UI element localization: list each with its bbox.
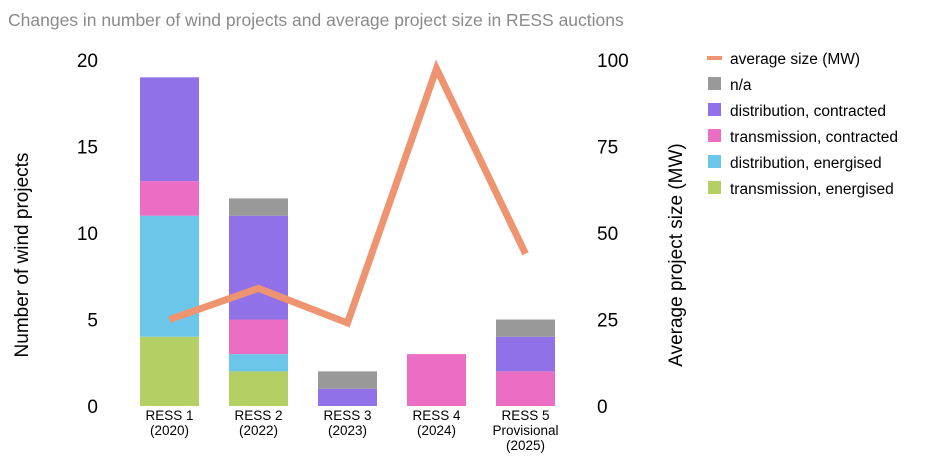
legend-label: transmission, contracted [730,129,898,146]
x-tick-label: (2022) [239,423,278,438]
y-tick-label: 10 [77,224,98,245]
chart-title: Changes in number of wind projects and a… [8,10,624,30]
x-tick-label: RESS 5 [501,408,549,423]
legend-swatch [708,181,721,194]
bar-segment [496,371,555,406]
y2-tick-label: 100 [597,51,629,72]
legend-label: distribution, energised [730,155,882,172]
x-tick-label: RESS 1 [145,408,193,423]
bar-segment [496,336,555,372]
bar-segment [318,371,377,389]
x-tick-label: RESS 2 [234,408,282,423]
x-tick-label: Provisional [492,423,558,438]
y-tick-label: 0 [87,397,98,418]
x-tick-label: (2025) [506,438,545,453]
bar-segment [229,198,288,216]
legend-swatch [708,77,721,90]
legend-label: n/a [730,77,752,94]
bar-segment [318,388,377,406]
bar-segment [496,319,555,337]
bar-segment [140,77,199,182]
legend-line-swatch [707,56,722,60]
y-tick-label: 5 [87,311,98,332]
bar-segment [229,215,288,320]
x-tick-label: (2023) [328,423,367,438]
y2-tick-label: 25 [597,311,618,332]
y2-tick-label: 50 [597,224,618,245]
bar-segment [140,336,199,406]
bar-segment [229,371,288,406]
bar-segment [229,354,288,372]
y-tick-label: 15 [77,138,98,159]
x-tick-label: RESS 3 [323,408,371,423]
y2-tick-label: 0 [597,397,608,418]
x-tick-label: (2020) [150,423,189,438]
legend-swatch [708,129,721,142]
legend-label: transmission, energised [730,181,894,198]
x-tick-label: (2024) [417,423,456,438]
average-size-line [168,59,529,328]
legend-label: distribution, contracted [730,103,886,120]
bar-segment [229,319,288,355]
y2-axis-label: Average project size (MW) [666,143,687,367]
bar-segment [140,181,199,216]
x-tick-label: RESS 4 [412,408,461,423]
legend-swatch [708,103,721,116]
legend-swatch [708,155,721,168]
y-tick-label: 20 [77,51,98,72]
y-axis-label: Number of wind projects [12,153,33,358]
bar-segment [407,354,466,406]
y2-tick-label: 75 [597,138,618,159]
legend-label: average size (MW) [730,51,860,68]
